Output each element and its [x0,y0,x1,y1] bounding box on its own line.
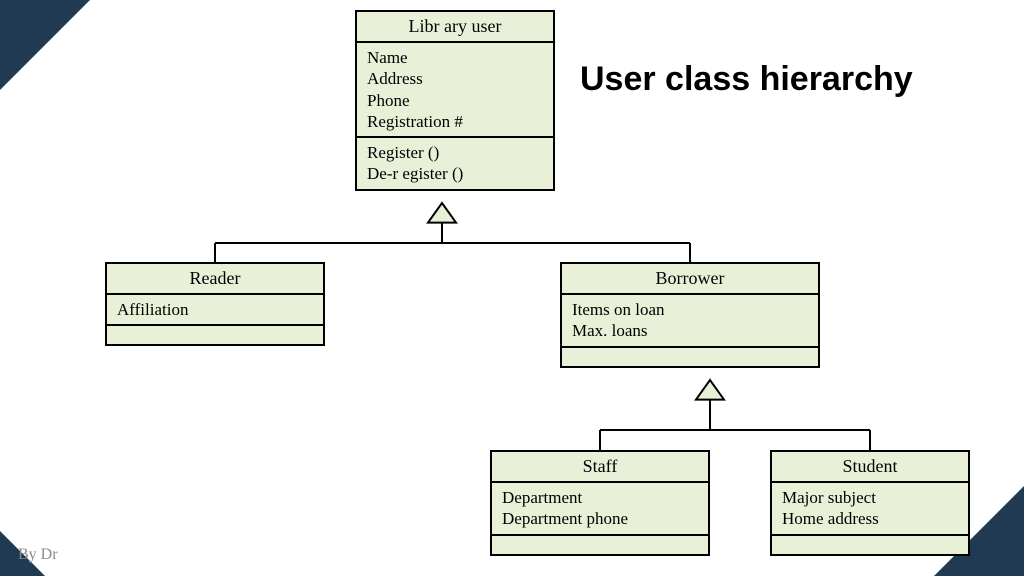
class-attributes: Affiliation [107,295,323,326]
class-operations: Register ()De-r egister () [357,138,553,189]
class-box-staff: StaffDepartmentDepartment phone [490,450,710,556]
class-box-student: StudentMajor subjectHome address [770,450,970,556]
corner-decoration-top-left [0,0,90,90]
class-name: Libr ary user [357,12,553,43]
class-attributes: Major subjectHome address [772,483,968,536]
footer-author: By Dr [18,546,58,564]
class-name: Borrower [562,264,818,295]
class-name: Student [772,452,968,483]
class-name: Staff [492,452,708,483]
class-operations [492,536,708,554]
class-attributes: DepartmentDepartment phone [492,483,708,536]
class-operations [772,536,968,554]
class-box-reader: ReaderAffiliation [105,262,325,346]
class-operations [107,326,323,344]
class-name: Reader [107,264,323,295]
class-box-borrower: BorrowerItems on loanMax. loans [560,262,820,368]
class-attributes: NameAddressPhoneRegistration # [357,43,553,138]
class-attributes: Items on loanMax. loans [562,295,818,348]
slide-title: User class hierarchy [580,60,913,99]
class-box-library-user: Libr ary userNameAddressPhoneRegistratio… [355,10,555,191]
class-operations [562,348,818,366]
